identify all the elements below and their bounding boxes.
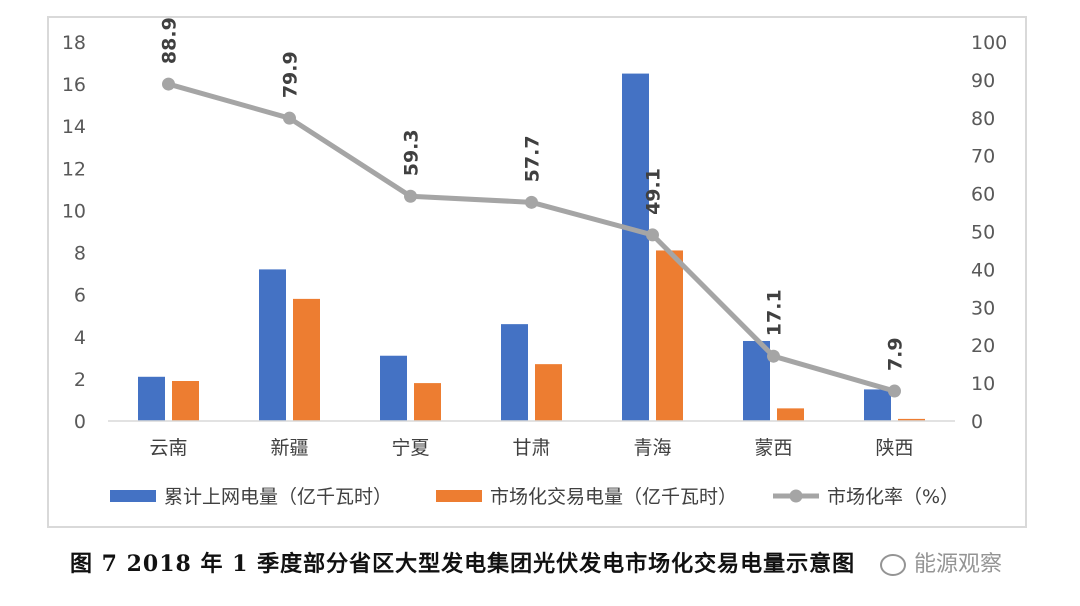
x-tick-label: 陕西 <box>875 437 913 459</box>
legend-swatch <box>110 490 156 502</box>
wechat-icon <box>880 554 906 576</box>
y-right-tick-label: 60 <box>971 184 995 206</box>
y-left-tick-label: 2 <box>74 369 86 391</box>
x-tick-label: 宁夏 <box>391 437 429 459</box>
y-left-tick-label: 14 <box>62 116 86 138</box>
x-tick-label: 新疆 <box>270 437 308 459</box>
bar-market-trade-power <box>172 380 199 421</box>
watermark: 能源观察 <box>880 546 1002 578</box>
market-rate-data-label: 57.7 <box>522 135 544 182</box>
y-left-tick-label: 16 <box>62 74 86 96</box>
legend-label: 市场化交易电量（亿千瓦时） <box>490 486 737 508</box>
legend-label: 累计上网电量（亿千瓦时） <box>164 486 392 508</box>
market-rate-data-label: 88.9 <box>159 17 181 64</box>
y-left-tick-label: 0 <box>74 411 86 433</box>
bar-cumulative-grid-power <box>259 269 286 421</box>
y-left-tick-label: 6 <box>74 285 86 307</box>
bar-market-trade-power <box>414 383 441 421</box>
y-left-tick-label: 10 <box>62 200 86 222</box>
bar-cumulative-grid-power <box>864 389 891 421</box>
bar-market-trade-power <box>898 418 925 421</box>
bar-cumulative-grid-power <box>380 355 407 421</box>
y-right-tick-label: 70 <box>971 146 995 168</box>
legend-swatch <box>436 490 482 502</box>
y-left-tick-label: 12 <box>62 158 86 180</box>
y-right-tick-label: 90 <box>971 70 995 92</box>
bar-cumulative-grid-power <box>138 376 165 421</box>
y-right-tick-label: 30 <box>971 297 995 319</box>
market-rate-data-label: 7.9 <box>885 337 907 371</box>
bar-market-trade-power <box>777 408 804 421</box>
bar-market-trade-power <box>293 298 320 421</box>
legend-swatch-marker <box>789 489 803 503</box>
market-rate-data-label: 17.1 <box>764 289 786 336</box>
y-right-tick-label: 40 <box>971 259 995 281</box>
y-right-tick-label: 100 <box>971 32 1007 54</box>
watermark-text: 能源观察 <box>914 552 1003 577</box>
y-left-tick-label: 8 <box>74 243 86 265</box>
bar-cumulative-grid-power <box>501 324 528 421</box>
y-right-tick-label: 50 <box>971 222 995 244</box>
bar-cumulative-grid-power <box>743 340 770 421</box>
market-rate-point <box>525 195 538 209</box>
x-tick-label: 云南 <box>149 437 187 459</box>
bar-market-trade-power <box>656 250 683 421</box>
bar-market-trade-power <box>535 364 562 421</box>
y-right-tick-label: 20 <box>971 335 995 357</box>
y-right-tick-label: 10 <box>971 373 995 395</box>
market-rate-point <box>767 349 780 363</box>
market-rate-point <box>404 189 417 203</box>
market-rate-data-label: 49.1 <box>643 168 665 215</box>
market-rate-point <box>283 111 296 125</box>
chart-frame <box>47 16 1027 528</box>
legend-label: 市场化率（%） <box>827 486 959 508</box>
market-rate-point <box>888 384 901 398</box>
y-right-tick-label: 0 <box>971 411 983 433</box>
bar-cumulative-grid-power <box>622 73 649 421</box>
x-tick-label: 甘肃 <box>512 437 550 459</box>
x-tick-label: 蒙西 <box>754 437 792 459</box>
market-rate-point <box>646 228 659 242</box>
market-rate-data-label: 59.3 <box>401 129 423 176</box>
market-rate-point <box>162 77 175 91</box>
x-tick-label: 青海 <box>633 437 671 459</box>
figure-caption: 图 7 2018 年 1 季度部分省区大型发电集团光伏发电市场化交易电量示意图 <box>70 551 856 577</box>
y-left-tick-label: 4 <box>74 327 86 349</box>
y-right-tick-label: 80 <box>971 108 995 130</box>
market-rate-data-label: 79.9 <box>280 51 302 98</box>
y-left-tick-label: 18 <box>62 32 86 54</box>
